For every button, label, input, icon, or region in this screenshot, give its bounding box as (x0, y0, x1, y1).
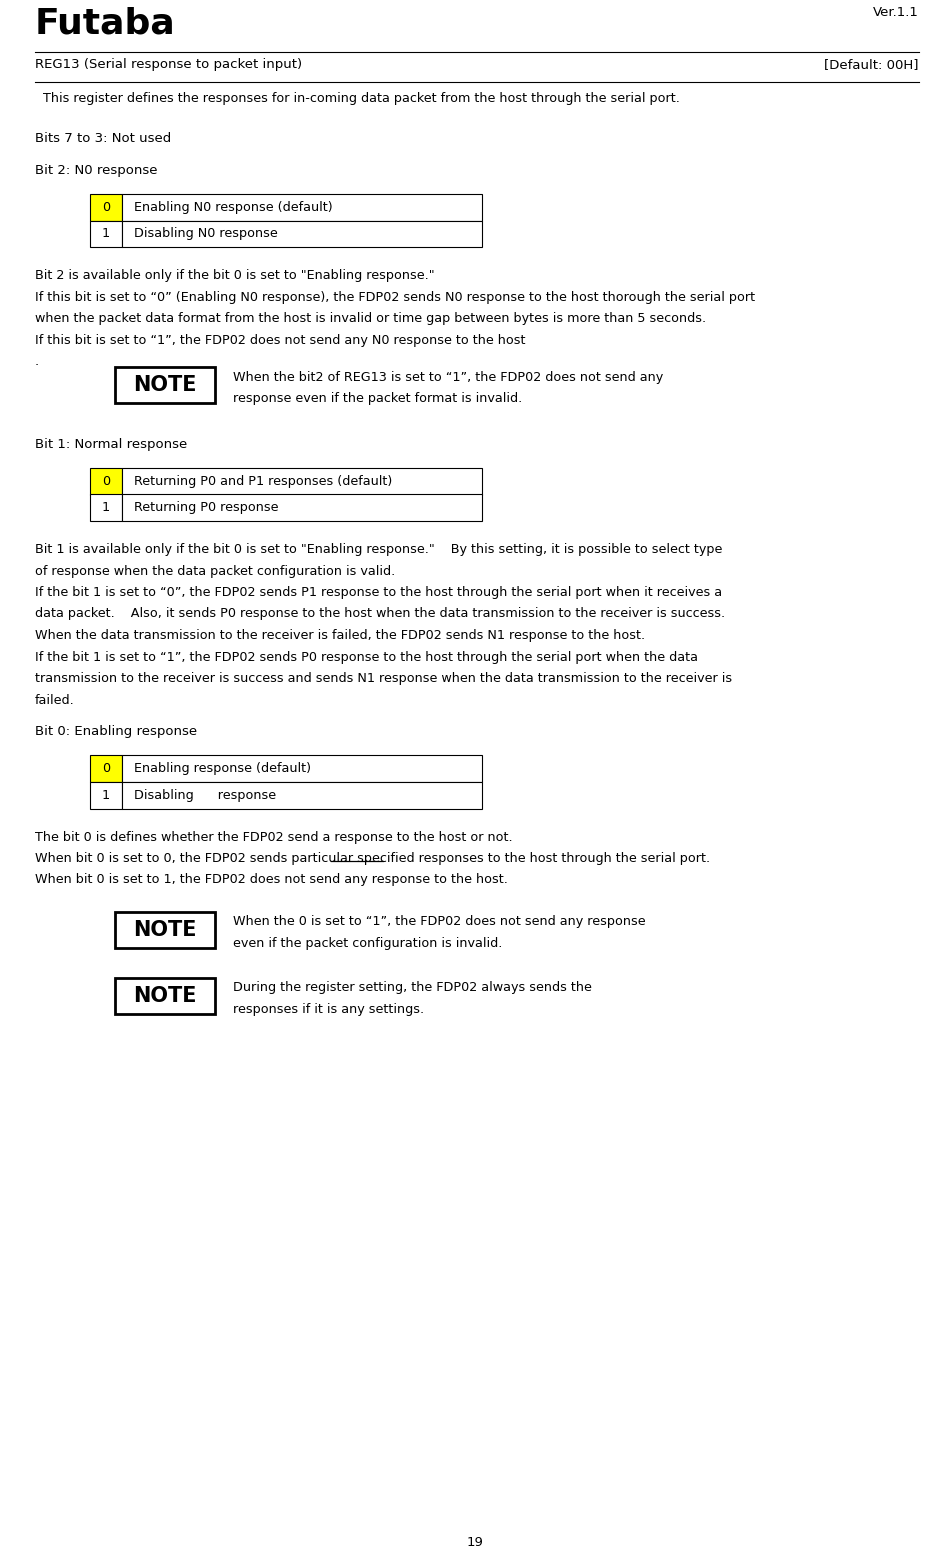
Text: when the packet data format from the host is invalid or time gap between bytes i: when the packet data format from the hos… (35, 312, 706, 325)
Bar (90, 221, 122, 247)
Text: This register defines the responses for in-coming data packet from the host thro: This register defines the responses for … (43, 92, 679, 106)
Text: Bit 2 is available only if the bit 0 is set to "Enabling response.": Bit 2 is available only if the bit 0 is … (35, 269, 435, 281)
Text: transmission to the receiver is success and sends N1 response when the data tran: transmission to the receiver is success … (35, 671, 732, 685)
Text: Bit 1 is available only if the bit 0 is set to "Enabling response."    By this s: Bit 1 is available only if the bit 0 is … (35, 542, 722, 556)
Text: If this bit is set to “0” (Enabling N0 response), the FDP02 sends N0 response to: If this bit is set to “0” (Enabling N0 r… (35, 291, 755, 303)
Text: 1: 1 (102, 502, 110, 514)
Bar (115, 977, 215, 1013)
Text: 1: 1 (102, 227, 110, 241)
Text: 0: 0 (102, 200, 110, 214)
Bar (122, 782, 482, 808)
Text: 0: 0 (102, 763, 110, 775)
Text: Enabling N0 response (default): Enabling N0 response (default) (134, 200, 333, 214)
Text: Enabling response (default): Enabling response (default) (134, 763, 311, 775)
Bar (90, 468, 122, 494)
Text: failed.: failed. (35, 693, 75, 707)
Text: response even if the packet format is invalid.: response even if the packet format is in… (233, 392, 522, 406)
Bar (90, 755, 122, 782)
Text: Futaba: Futaba (35, 6, 176, 40)
Text: 0: 0 (102, 476, 110, 488)
Bar (115, 367, 215, 402)
Text: The bit 0 is defines whether the FDP02 send a response to the host or not.: The bit 0 is defines whether the FDP02 s… (35, 830, 512, 844)
Text: Returning P0 response: Returning P0 response (134, 502, 278, 514)
Bar (90, 194, 122, 221)
Bar (122, 194, 482, 221)
Text: 19: 19 (466, 1535, 483, 1549)
Text: If the bit 1 is set to “0”, the FDP02 sends P1 response to the host through the : If the bit 1 is set to “0”, the FDP02 se… (35, 586, 722, 598)
Text: Bit 1: Normal response: Bit 1: Normal response (35, 438, 187, 451)
Bar (122, 755, 482, 782)
Text: REG13 (Serial response to packet input): REG13 (Serial response to packet input) (35, 57, 302, 71)
Bar (122, 221, 482, 247)
Text: If this bit is set to “1”, the FDP02 does not send any N0 response to the host: If this bit is set to “1”, the FDP02 doe… (35, 334, 526, 347)
Text: Bit 2: N0 response: Bit 2: N0 response (35, 165, 158, 177)
Text: Disabling N0 response: Disabling N0 response (134, 227, 278, 241)
Bar (90, 494, 122, 521)
Bar (115, 912, 215, 948)
Text: .: . (35, 354, 39, 368)
Text: Returning P0 and P1 responses (default): Returning P0 and P1 responses (default) (134, 476, 392, 488)
Text: NOTE: NOTE (133, 375, 196, 395)
Text: even if the packet configuration is invalid.: even if the packet configuration is inva… (233, 937, 502, 949)
Text: When the data transmission to the receiver is failed, the FDP02 sends N1 respons: When the data transmission to the receiv… (35, 629, 645, 642)
Text: When bit 0 is set to 0, the FDP02 sends particular specified responses to the ho: When bit 0 is set to 0, the FDP02 sends … (35, 852, 710, 866)
Text: When bit 0 is set to 1, the FDP02 does not send any response to the host.: When bit 0 is set to 1, the FDP02 does n… (35, 873, 508, 886)
Bar (122, 468, 482, 494)
Text: Bits 7 to 3: Not used: Bits 7 to 3: Not used (35, 132, 171, 145)
Text: [Default: 00H]: [Default: 00H] (825, 57, 919, 71)
Bar (122, 494, 482, 521)
Text: of response when the data packet configuration is valid.: of response when the data packet configu… (35, 564, 395, 578)
Bar (90, 782, 122, 808)
Text: NOTE: NOTE (133, 920, 196, 940)
Text: Bit 0: Enabling response: Bit 0: Enabling response (35, 726, 197, 738)
Text: During the register setting, the FDP02 always sends the: During the register setting, the FDP02 a… (233, 982, 592, 995)
Text: responses if it is any settings.: responses if it is any settings. (233, 1002, 424, 1015)
Text: When the 0 is set to “1”, the FDP02 does not send any response: When the 0 is set to “1”, the FDP02 does… (233, 915, 645, 928)
Text: If the bit 1 is set to “1”, the FDP02 sends P0 response to the host through the : If the bit 1 is set to “1”, the FDP02 se… (35, 651, 698, 664)
Text: data packet.    Also, it sends P0 response to the host when the data transmissio: data packet. Also, it sends P0 response … (35, 608, 725, 620)
Text: When the bit2 of REG13 is set to “1”, the FDP02 does not send any: When the bit2 of REG13 is set to “1”, th… (233, 371, 663, 384)
Text: Disabling      response: Disabling response (134, 789, 276, 802)
Text: NOTE: NOTE (133, 985, 196, 1005)
Text: 1: 1 (102, 789, 110, 802)
Text: Ver.1.1: Ver.1.1 (873, 6, 919, 19)
